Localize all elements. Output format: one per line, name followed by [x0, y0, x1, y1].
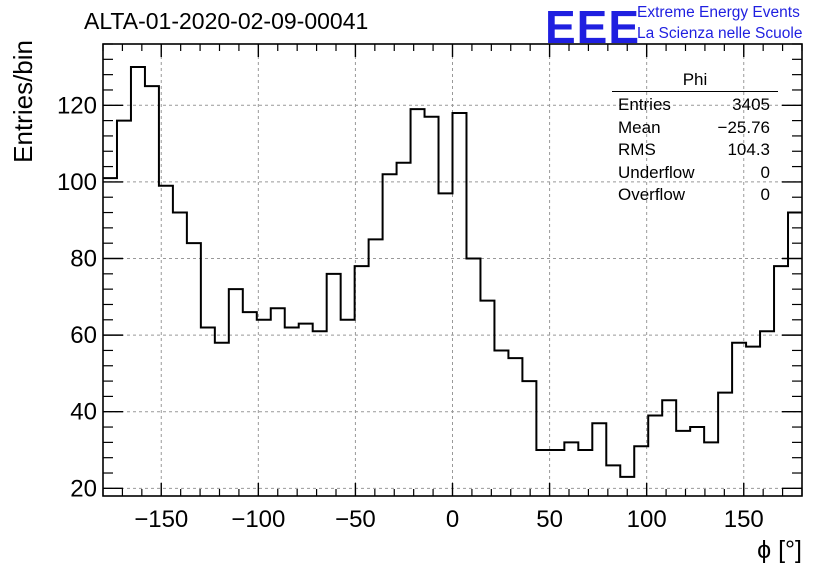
eee-logo-caption: Extreme Energy Events La Scienza nelle S…	[637, 2, 802, 44]
histogram-step-line	[103, 65, 802, 478]
stats-value: 0	[760, 185, 770, 205]
x-tick-label: 50	[536, 506, 563, 533]
stats-value: 104.3	[727, 140, 770, 160]
stats-box: Phi Entries 3405 Mean −25.76 RMS 104.3 U…	[612, 70, 778, 207]
y-tick-labels: 20 40 60 80 100 120	[57, 92, 97, 502]
x-axis-label: ϕ [°]	[757, 536, 802, 564]
x-tick-label: 100	[627, 506, 667, 533]
stats-row: RMS 104.3	[612, 139, 778, 162]
stats-title: Phi	[612, 70, 778, 92]
x-tick-label: −50	[335, 506, 376, 533]
stats-value: 0	[760, 162, 770, 182]
eee-logo: EEE	[545, 1, 641, 53]
x-tick-label: 0	[446, 506, 459, 533]
chart-title: ALTA-01-2020-02-09-00041	[84, 8, 369, 34]
stats-value: −25.76	[717, 117, 770, 137]
y-axis-label: Entries/bin	[8, 40, 38, 163]
stats-label: RMS	[618, 140, 656, 160]
y-tick-label: 40	[70, 399, 97, 426]
y-tick-label: 80	[70, 246, 97, 273]
x-tick-label: −100	[231, 506, 285, 533]
y-tick-label: 100	[57, 169, 97, 196]
logo-line-2: La Scienza nelle Scuole	[637, 25, 803, 42]
stats-label: Underflow	[618, 162, 695, 182]
stats-row: Mean −25.76	[612, 117, 778, 140]
stats-label: Overflow	[618, 185, 686, 205]
x-tick-label: 150	[724, 506, 764, 533]
stats-row: Underflow 0	[612, 162, 778, 185]
stats-label: Entries	[618, 95, 671, 114]
y-tick-label: 60	[70, 322, 97, 349]
stats-row: Entries 3405	[612, 94, 778, 117]
x-tick-label: −150	[134, 506, 188, 533]
logo-line-1: Extreme Energy Events	[637, 4, 800, 21]
stats-row: Overflow 0	[612, 184, 778, 207]
stats-value: 3405	[732, 95, 770, 114]
stats-label: Mean	[618, 117, 661, 137]
y-tick-label: 120	[57, 92, 97, 119]
y-tick-label: 20	[70, 475, 97, 502]
x-tick-labels: −150 −100 −50 0 50 100 150	[134, 506, 764, 533]
